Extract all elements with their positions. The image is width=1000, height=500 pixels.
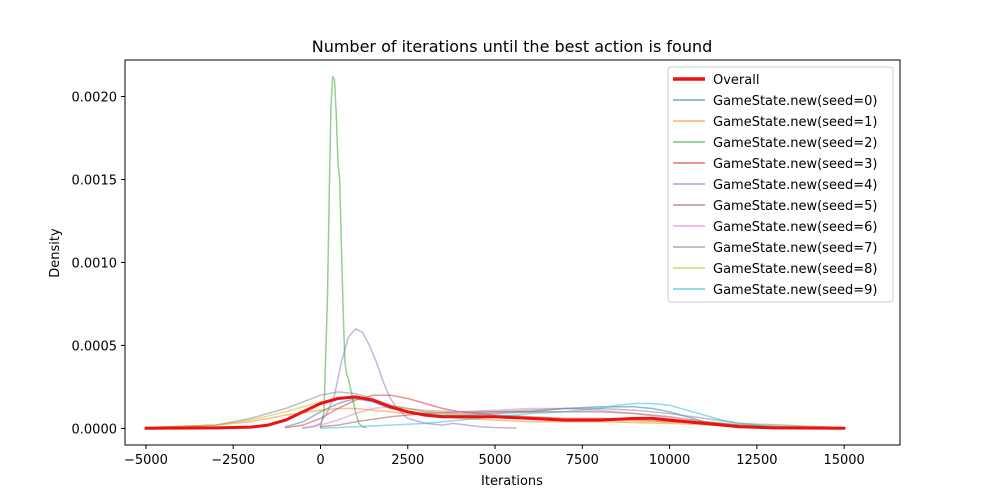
x-tick-label: 5000 (478, 453, 511, 468)
plot-frame (124, 59, 901, 446)
legend-entry-6: GameState.new(seed=5) (713, 199, 877, 214)
y-tick-label: 0.0000 (72, 422, 118, 437)
y-axis-label: Density (48, 228, 63, 278)
legend-entry-5: GameState.new(seed=4) (713, 178, 877, 193)
x-axis: −5000 −2500 0 2500 5000 7500 10000 12500 15000 (124, 445, 865, 468)
series-line-6 (319, 411, 845, 429)
x-tick-label: 2500 (391, 453, 424, 468)
legend-entry-3: GameState.new(seed=2) (713, 136, 877, 151)
legend-entry-4: GameState.new(seed=3) (713, 157, 877, 172)
legend: Overall GameState.new(seed=0) GameState.ne… (667, 66, 894, 303)
x-tick-label: 10000 (649, 453, 690, 468)
legend-entry-9: GameState.new(seed=8) (713, 262, 877, 277)
y-tick-label: 0.0020 (72, 91, 118, 106)
x-tick-label: 12500 (736, 453, 777, 468)
series-layer (144, 75, 846, 430)
x-tick-label: −5000 (124, 453, 168, 468)
legend-entry-8: GameState.new(seed=7) (713, 241, 877, 256)
x-tick-label: 7500 (566, 453, 599, 468)
legend-box (667, 66, 894, 303)
y-tick-label: 0.0005 (72, 339, 118, 354)
x-tick-label: −2500 (211, 453, 255, 468)
x-tick-label: 15000 (823, 453, 864, 468)
series-line-5 (302, 328, 517, 429)
legend-entry-0: Overall (713, 73, 759, 88)
series-line-10 (319, 402, 845, 429)
legend-entry-2: GameState.new(seed=1) (713, 115, 877, 130)
chart-title: Number of iterations until the best acti… (312, 37, 713, 56)
y-axis: 0.0000 0.0005 0.0010 0.0015 0.0020 (72, 91, 125, 437)
legend-entry-1: GameState.new(seed=0) (713, 94, 877, 109)
x-tick-label: 0 (316, 453, 324, 468)
y-tick-label: 0.0010 (72, 256, 118, 271)
series-line-3 (319, 75, 367, 429)
legend-entry-7: GameState.new(seed=6) (713, 220, 877, 235)
series-line-0 (144, 395, 846, 430)
series-line-1 (284, 397, 845, 429)
y-tick-label: 0.0015 (72, 173, 118, 188)
legend-entry-10: GameState.new(seed=9) (713, 283, 877, 298)
x-axis-label: Iterations (481, 474, 543, 489)
